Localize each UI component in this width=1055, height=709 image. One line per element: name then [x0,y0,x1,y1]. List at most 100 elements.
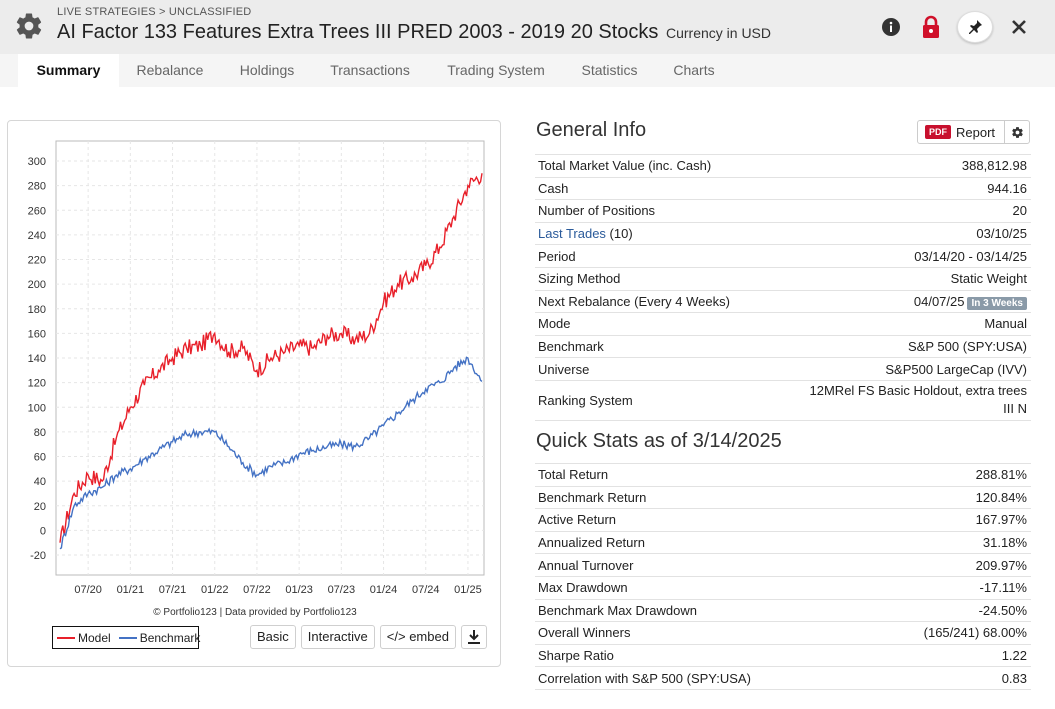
row-label: Annualized Return [535,530,866,554]
status-badge: In 3 Weeks [967,296,1027,310]
ranking-system-link[interactable]: 12MRel FS Basic Holdout, extra trees III … [768,379,1031,421]
breadcrumb[interactable]: LIVE STRATEGIES > UNCLASSIFIED [57,6,252,18]
row-value: 388,812.98 [768,154,1031,178]
close-icon[interactable] [1005,13,1033,41]
table-row: Sizing Method Static Weight [535,266,1031,291]
x-tick-label: 01/21 [117,584,145,596]
tab-bar: Summary Rebalance Holdings Transactions … [0,54,1055,87]
y-tick-label: -20 [30,550,46,562]
pdf-icon: PDF [925,125,951,139]
tab-holdings[interactable]: Holdings [239,62,295,78]
row-value: 0.83 [865,666,1031,690]
strategy-title: AI Factor 133 Features Extra Trees III P… [57,21,659,43]
y-tick-label: 80 [34,427,46,439]
x-tick-label: 07/23 [328,584,356,596]
tab-transactions[interactable]: Transactions [330,62,410,78]
interactive-button[interactable]: Interactive [300,625,375,649]
table-row: Period 03/14/20 - 03/14/25 [535,244,1031,268]
ranking-system-name: 12MRel FS Basic Holdout, extra trees [809,383,1027,399]
currency-label: Currency in USD [665,25,771,41]
y-tick-label: 140 [28,353,46,365]
quick-stats-table: Total Return 288.81% Benchmark Return 12… [535,463,1031,690]
table-row: Benchmark Return 120.84% [535,485,1031,509]
row-value: 120.84% [865,485,1031,509]
quick-stats-title: Quick Stats as of 3/14/2025 [536,430,782,452]
table-row: Benchmark Max Drawdown -24.50% [535,598,1031,622]
row-label: Total Return [535,463,866,487]
row-label: Cash [535,176,769,200]
chart-buttons: Basic Interactive </> embed [250,625,487,649]
gear-icon[interactable] [14,11,44,41]
row-value: 04/07/25 In 3 Weeks [768,289,1031,313]
row-label: Annual Turnover [535,553,866,577]
row-value: S&P 500 (SPY:USA) [768,334,1031,358]
y-tick-label: 240 [28,230,46,242]
table-row: Annual Turnover 209.97% [535,553,1031,577]
general-info-title: General Info [536,119,647,141]
pin-icon [969,20,982,34]
row-value: (165/241) 68.00% [865,621,1031,645]
download-icon [467,630,480,644]
row-label: Benchmark Return [535,485,866,509]
y-tick-label: 180 [28,304,46,316]
tab-summary[interactable]: Summary [18,54,119,87]
tab-rebalance[interactable]: Rebalance [136,62,204,78]
row-value: S&P500 LargeCap (IVV) [768,357,1031,381]
tab-trading-system[interactable]: Trading System [447,62,545,78]
info-icon[interactable] [877,13,905,41]
row-label: Last Trades (10) [535,221,769,245]
report-button[interactable]: PDF Report [917,120,1030,144]
x-tick-label: 01/25 [454,584,482,596]
legend-item-benchmark[interactable]: Benchmark [118,631,200,645]
y-tick-label: 40 [34,476,46,488]
table-row: Overall Winners (165/241) 68.00% [535,621,1031,645]
report-label: Report [956,124,996,140]
positions-link[interactable]: Number of Positions [535,199,769,223]
page-title: AI Factor 133 Features Extra Trees III P… [57,21,771,44]
table-row: Annualized Return 31.18% [535,530,1031,554]
benchmark-swatch [118,636,137,639]
table-row: Active Return 167.97% [535,508,1031,532]
performance-chart[interactable]: 3002802602402202001801601401201008060402… [8,121,502,601]
general-info-table: Total Market Value (inc. Cash) 388,812.9… [535,154,1031,421]
report-settings-button[interactable] [1004,121,1029,143]
row-label: Sizing Method [535,266,769,291]
lock-icon[interactable] [917,13,945,41]
table-row: Next Rebalance (Every 4 Weeks) 04/07/25 I… [535,289,1031,313]
download-button[interactable] [460,625,487,649]
next-rebalance-date: 04/07/25 [913,293,965,309]
basic-button[interactable]: Basic [250,625,296,649]
tab-charts[interactable]: Charts [673,62,715,78]
last-trades-date-link[interactable]: 03/10/25 [768,221,1031,245]
positions-count-link[interactable]: 20 [768,199,1031,223]
row-value: Manual [768,312,1031,336]
table-row: Mode Manual [535,312,1031,336]
x-tick-label: 07/22 [243,584,271,596]
chart-credit: © Portfolio123 | Data provided by Portfo… [153,607,357,618]
embed-button[interactable]: </> embed [379,625,456,649]
x-tick-label: 07/20 [74,584,102,596]
plot-area [55,140,485,576]
last-trades-link[interactable]: Last Trades [538,226,606,242]
y-tick-label: 120 [28,378,46,390]
model-swatch [57,636,75,639]
tab-statistics[interactable]: Statistics [581,62,638,78]
y-tick-label: 20 [34,501,46,513]
row-label: Period [535,244,769,268]
table-row: Ranking System 12MRel FS Basic Holdout, … [535,379,1031,421]
y-tick-label: 260 [28,205,46,217]
row-label: Mode [535,312,769,336]
x-tick-label: 07/24 [412,584,440,596]
table-row: Benchmark S&P 500 (SPY:USA) [535,334,1031,358]
row-value: -17.11% [865,575,1031,600]
row-value: 03/14/20 - 03/14/25 [768,244,1031,268]
table-row: Number of Positions 20 [535,199,1031,223]
ranking-system-name-cont: III N [1003,401,1027,417]
model-series-line [59,173,483,543]
row-label: Ranking System [535,379,769,421]
y-tick-label: 100 [28,402,46,414]
table-row: Correlation with S&P 500 (SPY:USA) 0.83 [535,666,1031,690]
legend-item-model[interactable]: Model [57,631,111,645]
row-value: -24.50% [865,598,1031,622]
pin-button[interactable] [957,11,993,43]
